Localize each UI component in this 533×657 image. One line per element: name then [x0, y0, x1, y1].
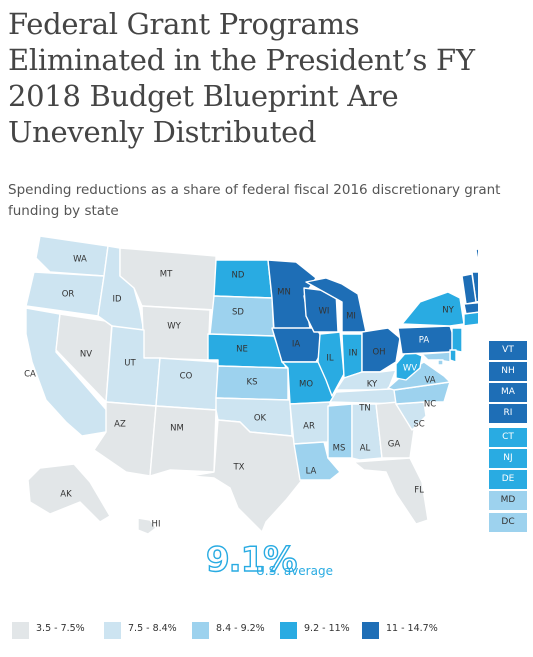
legend-label: 3.5 - 7.5%: [36, 623, 85, 634]
legend-swatch: [362, 622, 379, 639]
state-label-CO: CO: [180, 372, 193, 382]
state-MI[interactable]: [305, 277, 367, 333]
sidebox-DC[interactable]: DC: [489, 513, 527, 532]
state-label-WI: WI: [319, 307, 330, 317]
state-label-MT: MT: [160, 270, 173, 280]
state-NY[interactable]: [401, 291, 465, 327]
sidebox-CT[interactable]: CT: [489, 428, 527, 447]
sidebox-MD[interactable]: MD: [489, 491, 527, 510]
state-label-ID: ID: [112, 295, 122, 305]
state-label-PA: PA: [419, 336, 430, 346]
state-label-WA: WA: [73, 255, 87, 265]
chart-subtitle: Spending reductions as a share of federa…: [8, 182, 501, 219]
state-label-MN: MN: [277, 288, 291, 298]
sidebox-label: DC: [501, 517, 515, 527]
legend-swatch: [12, 622, 29, 639]
state-CO[interactable]: [155, 357, 219, 411]
state-TX[interactable]: [189, 419, 303, 533]
sidebox-RI[interactable]: RI: [489, 404, 527, 423]
state-label-OK: OK: [254, 414, 267, 424]
sidebox-DE[interactable]: DE: [489, 470, 527, 489]
state-label-NE: NE: [236, 345, 248, 355]
state-CT[interactable]: [463, 311, 478, 327]
state-label-AZ: AZ: [114, 420, 126, 430]
legend-label: 8.4 - 9.2%: [216, 623, 265, 634]
state-label-TN: TN: [358, 404, 371, 414]
state-label-OH: OH: [372, 348, 385, 358]
legend-label: 11 - 14.7%: [386, 623, 438, 634]
chart-title: Federal Grant Programs Eliminated in the…: [8, 7, 475, 149]
state-IL[interactable]: [317, 331, 345, 397]
legend-label: 9.2 - 11%: [304, 623, 350, 634]
state-label-LA: LA: [306, 467, 317, 477]
legend-swatch: [192, 622, 209, 639]
sidebox-label: MA: [501, 387, 515, 397]
state-DE[interactable]: [449, 349, 457, 363]
sidebox-NJ[interactable]: NJ: [489, 449, 527, 468]
state-MD[interactable]: [421, 351, 451, 363]
state-label-MO: MO: [299, 380, 313, 390]
state-DC[interactable]: [437, 359, 444, 366]
sidebox-label: MD: [500, 495, 516, 505]
state-label-AK: AK: [60, 490, 72, 500]
us-average-label: U.S. average: [256, 564, 333, 578]
state-label-AL: AL: [360, 444, 371, 454]
state-label-GA: GA: [388, 440, 401, 450]
sidebox-VT[interactable]: VT: [489, 341, 527, 360]
state-label-SC: SC: [413, 420, 424, 430]
state-label-IL: IL: [326, 354, 334, 364]
state-NM[interactable]: [149, 405, 217, 477]
state-label-IA: IA: [292, 340, 301, 350]
state-label-NY: NY: [442, 306, 454, 316]
state-WA[interactable]: [35, 235, 109, 277]
state-AL[interactable]: [351, 403, 383, 461]
sidebox-label: CT: [502, 432, 514, 442]
sidebox-label: NH: [501, 366, 515, 376]
state-WY[interactable]: [141, 305, 211, 361]
sidebox-NH[interactable]: NH: [489, 362, 527, 381]
state-label-IN: IN: [349, 349, 358, 359]
sidebox-MA[interactable]: MA: [489, 383, 527, 402]
state-NJ[interactable]: [451, 327, 463, 353]
state-label-VA: VA: [424, 376, 435, 386]
sidebox-label: NJ: [503, 453, 513, 463]
state-label-NV: NV: [80, 350, 92, 360]
state-label-NM: NM: [170, 424, 184, 434]
state-ME[interactable]: [475, 242, 478, 294]
us-average-value: 9.1%: [205, 539, 298, 580]
state-label-HI: HI: [152, 520, 161, 530]
state-label-AR: AR: [303, 422, 315, 432]
state-MA[interactable]: [463, 302, 478, 315]
state-AK[interactable]: [27, 463, 111, 523]
state-label-ND: ND: [232, 271, 245, 281]
state-FL[interactable]: [353, 457, 429, 525]
sidebox-label: DE: [501, 474, 515, 484]
state-label-MI: MI: [346, 312, 356, 322]
sidebox-label: VT: [502, 345, 514, 355]
state-label-CA: CA: [24, 370, 36, 380]
legend-label: 7.5 - 8.4%: [128, 623, 177, 634]
state-VT[interactable]: [461, 273, 477, 305]
state-label-MS: MS: [333, 444, 346, 454]
state-label-WY: WY: [167, 322, 181, 332]
sidebox-label: RI: [503, 408, 513, 418]
state-label-UT: UT: [124, 359, 136, 369]
state-HI[interactable]: [137, 517, 157, 535]
state-label-KY: KY: [367, 380, 378, 390]
state-LA[interactable]: [293, 441, 341, 481]
us-choropleth-map: WA OR CA ID NV MT WY UT AZ CO NM ND SD N…: [24, 235, 478, 535]
state-label-FL: FL: [414, 486, 424, 496]
state-label-TX: TX: [232, 463, 244, 473]
state-label-NC: NC: [424, 400, 436, 410]
state-label-WV: WV: [403, 364, 417, 374]
state-label-KS: KS: [247, 378, 258, 388]
state-label-SD: SD: [232, 308, 244, 318]
legend-swatch: [280, 622, 297, 639]
legend-swatch: [104, 622, 121, 639]
state-label-OR: OR: [62, 290, 75, 300]
